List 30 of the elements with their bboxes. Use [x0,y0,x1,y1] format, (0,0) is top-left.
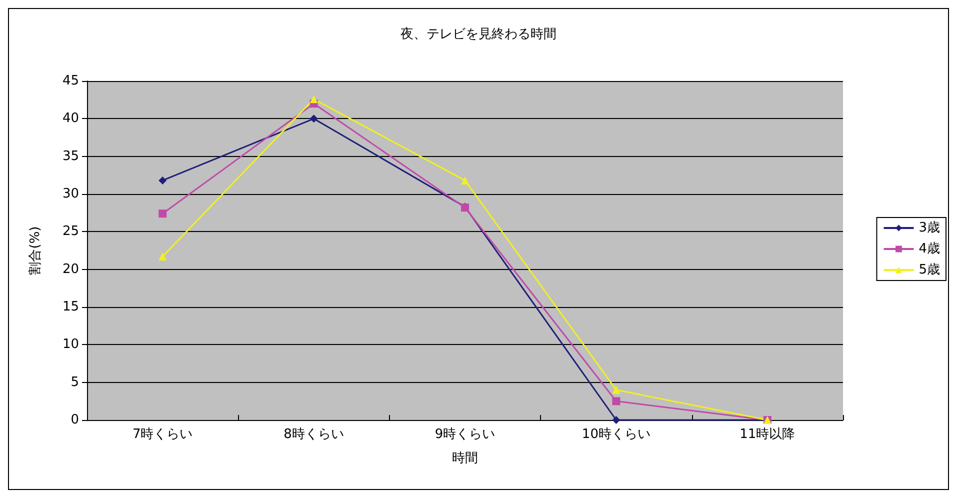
chart-title: 夜、テレビを見終わる時間 [400,26,556,42]
y-tick-label: 15 [62,300,79,314]
y-tick-label: 0 [70,412,79,428]
point [310,95,318,104]
x-tick-label: 7時くらい [132,427,193,442]
y-tick-label: 45 [62,74,79,88]
y-tick-label: 30 [62,186,79,202]
legend-label: 5歳 [918,262,940,278]
point [158,252,167,261]
y-tick-label: 25 [62,224,79,240]
legend-label: 4歳 [918,242,940,256]
x-tick-label: 11時以降 [740,427,796,442]
point [158,176,167,184]
x-tick-label: 9時くらい [434,427,496,442]
point [612,416,620,424]
y-tick-label: 5 [70,374,79,390]
legend-label: 3歳 [918,220,940,236]
y-tick-label: 20 [62,262,79,277]
point [310,114,318,123]
point [158,210,167,218]
y-tick-label: 10 [62,337,79,352]
x-axis-title: 時間 [452,451,478,466]
point [612,386,620,394]
y-axis-title: 割合(%) [28,226,43,275]
point [461,176,469,184]
point [612,397,620,406]
y-tick-label: 35 [62,148,79,164]
x-tick-label: 10時くらい [582,427,650,442]
y-tick-label: 40 [62,111,79,126]
x-tick-label: 8時くらい [284,427,344,442]
